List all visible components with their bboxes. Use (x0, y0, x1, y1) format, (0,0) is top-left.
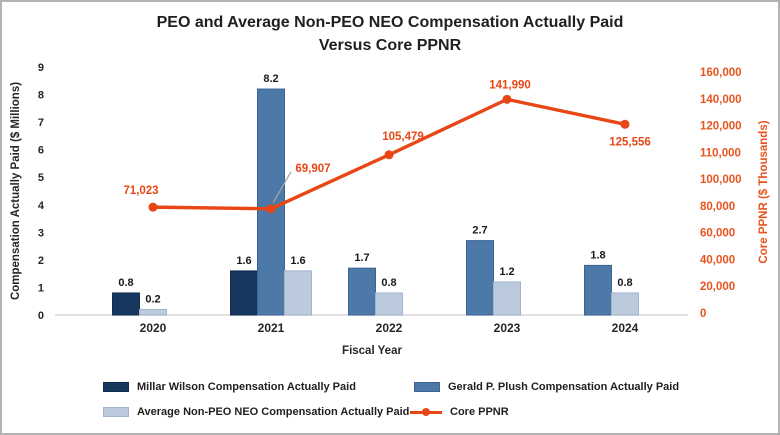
legend-swatch-gerald-plush (414, 382, 440, 392)
right-axis-tick: 100,000 (700, 174, 742, 186)
legend-label-avg-non-peo: Average Non-PEO NEO Compensation Actuall… (137, 406, 410, 418)
left-axis-tick: 3 (38, 227, 44, 239)
bar-value-label: 1.6 (290, 255, 305, 267)
bar (611, 292, 639, 316)
legend-item-avg-non-peo: Average Non-PEO NEO Compensation Actuall… (103, 405, 409, 419)
right-axis-tick: 140,000 (700, 94, 742, 106)
core-ppnr-line-marker-icon (410, 406, 442, 418)
line-point (148, 202, 158, 212)
bar-value-label: 2.7 (472, 225, 487, 237)
bar-value-label: 1.7 (354, 252, 369, 264)
line-point (384, 150, 394, 160)
right-axis-tick: 110,000 (700, 147, 741, 159)
bar-value-label: 0.2 (145, 293, 160, 305)
chart-title-line2: Versus Core PPNR (318, 37, 462, 55)
left-axis-tick: 9 (38, 62, 44, 74)
bar (348, 267, 376, 316)
left-axis-tick: 6 (38, 145, 44, 157)
left-axis-tick: 0 (38, 310, 44, 322)
left-axis-tick: 8 (38, 90, 44, 102)
bar (112, 292, 140, 316)
line-value-label: 125,556 (609, 136, 651, 148)
right-axis-tick: 40,000 (700, 254, 735, 266)
left-axis-tick: 1 (38, 282, 44, 294)
legend-label-core-ppnr: Core PPNR (450, 406, 509, 418)
line-point (620, 119, 630, 129)
bar (584, 264, 612, 316)
left-axis-tick: 4 (38, 200, 45, 212)
line-value-label: 141,990 (489, 79, 531, 91)
legend-label-gerald-plush: Gerald P. Plush Compensation Actually Pa… (448, 381, 680, 393)
bar-value-label: 0.8 (617, 277, 632, 289)
bar (284, 270, 312, 316)
bar (257, 88, 285, 316)
right-axis-tick: 0 (700, 308, 706, 320)
legend-swatch-millar-wilson (103, 382, 129, 392)
line-value-label: 71,023 (123, 185, 158, 197)
right-axis-tick: 80,000 (700, 201, 735, 213)
bar-value-label: 0.8 (118, 277, 133, 289)
bar-value-label: 1.2 (499, 266, 514, 278)
right-axis-tick: 160,000 (700, 67, 742, 79)
left-axis-tick: 5 (38, 172, 44, 184)
bar-value-label: 8.2 (263, 73, 278, 85)
chart-title: PEO and Average Non-PEO NEO Compensation… (0, 11, 780, 57)
chart-title-line1: PEO and Average Non-PEO NEO Compensation… (156, 14, 624, 31)
legend-item-millar-wilson: Millar Wilson Compensation Actually Paid (103, 380, 356, 394)
legend-swatch-avg-non-peo (103, 407, 129, 417)
line-value-label: 105,479 (382, 131, 424, 143)
category-label: 2023 (494, 321, 521, 335)
category-label: 2020 (140, 321, 167, 335)
bar-value-label: 1.8 (590, 249, 605, 261)
x-axis-title: Fiscal Year (342, 345, 402, 357)
line-point (502, 94, 512, 104)
left-axis-tick: 7 (38, 117, 44, 129)
line-value-label: 69,907 (295, 163, 330, 175)
line-point (266, 204, 276, 214)
category-label: 2021 (258, 321, 285, 335)
legend-item-gerald-plush: Gerald P. Plush Compensation Actually Pa… (414, 380, 679, 394)
right-axis-tick: 60,000 (700, 228, 735, 240)
legend-label-millar-wilson: Millar Wilson Compensation Actually Paid (137, 381, 356, 393)
bar-value-label: 0.8 (381, 277, 396, 289)
bar (493, 281, 521, 316)
category-label: 2022 (376, 321, 403, 335)
callout-leader-line (272, 171, 292, 204)
left-axis-tick: 2 (38, 255, 44, 267)
bar (139, 308, 167, 316)
bar (230, 270, 258, 316)
category-label: 2024 (612, 321, 639, 335)
bar (466, 240, 494, 316)
right-axis-tick: 20,000 (700, 281, 735, 293)
bar (375, 292, 403, 316)
legend-item-core-ppnr: Core PPNR (410, 405, 509, 419)
right-axis-tick: 120,000 (700, 121, 742, 133)
bar-value-label: 1.6 (236, 255, 251, 267)
